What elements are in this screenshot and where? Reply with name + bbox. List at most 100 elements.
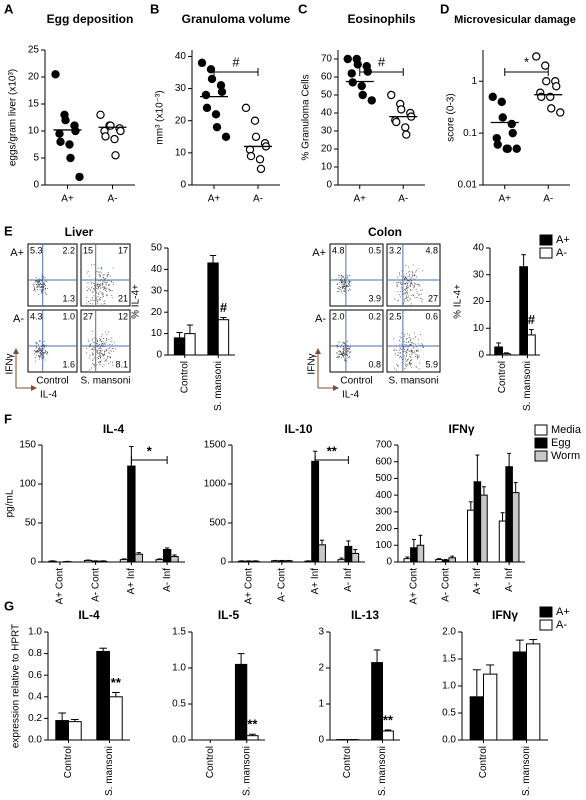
data-point	[402, 130, 411, 139]
data-point	[212, 122, 222, 132]
row-label: A-	[315, 313, 326, 325]
bar	[84, 559, 93, 563]
x-tick-label: Control	[63, 746, 74, 778]
flow-x-label: IL-4	[40, 390, 58, 401]
y-tick-label: 30	[151, 285, 163, 296]
bar	[155, 559, 164, 563]
quadrant-value: 15	[83, 245, 93, 255]
y-tick-label: 700	[375, 440, 392, 451]
y-tick-label: 0	[386, 557, 392, 568]
quadrant-value: 0.6	[425, 311, 438, 321]
x-tick-label: A- Cont	[90, 568, 101, 602]
chart-title: IL-5	[218, 608, 240, 622]
quadrant-value: 21	[118, 293, 128, 303]
data-point	[353, 60, 362, 69]
bar	[109, 696, 123, 741]
data-point	[75, 172, 84, 182]
data-point	[250, 116, 260, 125]
data-point	[246, 151, 256, 161]
x-tick-label: A+ Cont	[55, 568, 66, 605]
chart-title: IL-13	[351, 608, 379, 622]
data-point	[552, 82, 561, 91]
data-point	[367, 96, 376, 105]
x-tick-label: A+	[61, 194, 74, 205]
significance: **	[327, 443, 338, 458]
x-tick-label: A+ Inf	[126, 568, 137, 595]
data-point	[110, 134, 119, 144]
x-tick-label: A+ Cont	[243, 568, 254, 605]
x-tick-label: S. mansoni	[522, 361, 533, 411]
quadrant-value: 0.2	[368, 311, 381, 321]
y-tick-label: 1	[471, 76, 477, 87]
data-point	[541, 61, 550, 70]
data-point	[387, 90, 396, 100]
panel-letter: A	[4, 1, 14, 16]
data-point	[206, 65, 216, 74]
quadrant-value: 12	[118, 311, 128, 321]
chart-title: Colon	[368, 225, 402, 239]
bar	[512, 651, 527, 741]
chart-title: Eosinophils	[347, 12, 415, 26]
column-label: Control	[36, 376, 68, 387]
bar	[371, 662, 383, 741]
y-tick-label: 500	[209, 518, 226, 529]
quadrant-value: 17	[118, 245, 128, 255]
bar	[494, 346, 503, 356]
x-tick-label: Control	[342, 746, 353, 778]
data-point	[508, 128, 517, 138]
y-tick-label: 10	[151, 328, 163, 339]
y-tick-label: 15	[28, 99, 40, 110]
data-point	[497, 97, 506, 107]
bar	[416, 544, 425, 563]
data-point	[488, 92, 497, 102]
y-tick-label: 0	[180, 180, 186, 191]
quadrant-value: 27	[428, 293, 438, 303]
quadrant-value: 27	[83, 311, 93, 321]
data-point	[357, 81, 366, 91]
y-tick-label: 40	[175, 51, 187, 62]
y-tick-label: 50	[25, 518, 37, 529]
y-tick-label: 1.5	[172, 627, 186, 638]
data-point	[116, 126, 125, 136]
bar	[441, 559, 450, 563]
bar	[98, 560, 108, 563]
bar	[127, 465, 136, 563]
chart-title: IFNγ	[448, 422, 474, 436]
y-tick-label: 20	[28, 72, 40, 83]
bar	[91, 560, 100, 563]
y-tick-label: 0.8	[28, 648, 42, 659]
bar	[217, 319, 230, 356]
data-point	[358, 90, 367, 100]
legend-label: Media	[551, 424, 582, 436]
chart-title: IL-10	[284, 422, 312, 436]
data-point	[201, 90, 211, 100]
bar	[251, 560, 260, 563]
y-tick-label: 60	[321, 72, 333, 83]
arrow-head	[333, 385, 339, 391]
significance: #	[528, 312, 536, 327]
quadrant-value: 3.2	[389, 245, 402, 255]
data-point	[348, 78, 357, 87]
legend-label: Worm	[551, 450, 580, 462]
data-point	[401, 123, 410, 132]
significance: *	[524, 54, 529, 69]
data-point	[503, 144, 512, 153]
data-point	[556, 108, 565, 117]
bar	[480, 494, 488, 563]
bar	[68, 721, 82, 741]
event-cloud	[85, 264, 114, 305]
x-tick-label: A- Inf	[343, 568, 354, 592]
y-tick-label: 40	[473, 243, 485, 254]
panel-letter: C	[298, 1, 308, 16]
flow-plot	[80, 243, 131, 307]
bar	[403, 558, 412, 563]
x-tick-label: Control	[497, 361, 508, 393]
x-tick-label: S. mansoni	[213, 361, 224, 411]
y-tick-label: 20	[473, 296, 485, 307]
y-tick-label: 10	[175, 147, 187, 158]
y-tick-label: 1	[318, 699, 324, 710]
y-tick-label: 0.1	[463, 128, 477, 139]
significance: #	[232, 54, 240, 69]
column-label: Control	[340, 376, 372, 387]
